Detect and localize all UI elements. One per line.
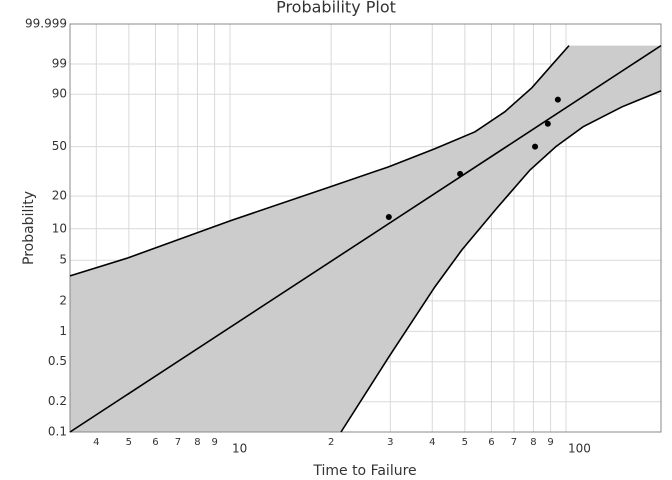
x-axis-label: Time to Failure (312, 463, 416, 479)
upper-line (69, 45, 570, 277)
data-point (554, 96, 561, 103)
x-tick-label: 4 (93, 437, 99, 448)
x-tick-label: 5 (462, 437, 468, 448)
x-tick-label: 8 (194, 437, 200, 448)
data-point (385, 213, 392, 220)
x-tick-label: 6 (488, 437, 494, 448)
data-point (544, 120, 551, 127)
y-tick-label: 0.5 (48, 354, 67, 368)
y-tick-label: 20 (52, 189, 67, 203)
y-tick-label: 5 (59, 253, 67, 267)
y-tick-label: 99 (52, 56, 67, 70)
lower-line (340, 90, 662, 433)
y-axis-label: Probability (21, 191, 37, 265)
fit-line (69, 44, 662, 433)
data-point (457, 170, 464, 177)
y-tick-label: 1 (59, 324, 67, 338)
x-tick-label: 10 (232, 442, 247, 456)
y-tick-label: 2 (59, 293, 67, 307)
plot-frame (69, 23, 662, 433)
x-tick-label: 100 (568, 442, 591, 456)
x-tick-label: 9 (211, 437, 217, 448)
x-tick-label: 6 (152, 437, 158, 448)
x-tick-label: 3 (387, 437, 393, 448)
x-tick-label: 5 (126, 437, 132, 448)
x-tick-label: 7 (175, 437, 181, 448)
y-tick-label: 0.2 (48, 394, 67, 408)
chart-title: Probability Plot (276, 0, 396, 17)
x-tick-label: 2 (328, 437, 334, 448)
x-tick-label: 8 (530, 437, 536, 448)
x-tick-label: 4 (429, 437, 435, 448)
y-tick-label: 0.1 (48, 425, 67, 439)
y-tick-label: 99.999 (25, 17, 67, 31)
y-tick-label: 90 (52, 87, 67, 101)
x-tick-label: 7 (511, 437, 517, 448)
y-tick-label: 50 (52, 139, 67, 153)
data-point (532, 143, 539, 150)
y-tick-label: 10 (52, 221, 67, 235)
x-tick-label: 9 (547, 437, 553, 448)
